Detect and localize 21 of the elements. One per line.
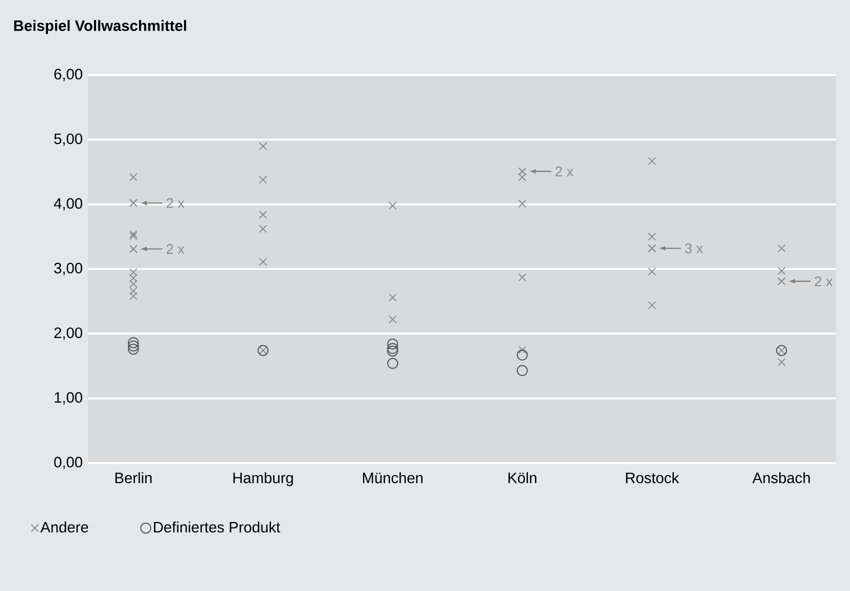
x-tick-label: Hamburg bbox=[233, 472, 293, 486]
x-tick-label: München bbox=[363, 472, 423, 484]
legend-label: Definiertes Produkt bbox=[154, 521, 280, 533]
x-tick-label: Köln bbox=[508, 472, 536, 484]
y-tick-label: 4,00 bbox=[54, 198, 82, 211]
annotation: 3 x bbox=[685, 243, 704, 254]
y-tick-label: 3,00 bbox=[54, 262, 82, 276]
x-tick-label: Ansbach bbox=[752, 472, 810, 484]
y-tick-label: 5,00 bbox=[54, 133, 82, 146]
y-tick-label: 6,00 bbox=[54, 68, 82, 82]
annotation: 2 x bbox=[166, 244, 184, 254]
annotation: 2 x bbox=[166, 198, 184, 208]
y-tick-label: 2,00 bbox=[54, 327, 82, 340]
y-tick-label: 1,00 bbox=[54, 392, 82, 405]
x-tick-label: Rostock bbox=[626, 472, 680, 484]
legend-label: Andere bbox=[40, 521, 88, 533]
annotation: 2 x bbox=[556, 166, 574, 176]
chart-title: Beispiel Vollwaschmittel bbox=[14, 20, 186, 34]
x-tick-label: Berlin bbox=[115, 472, 152, 484]
y-tick-label: 0,00 bbox=[54, 456, 82, 470]
annotation: 2 x bbox=[814, 276, 833, 286]
